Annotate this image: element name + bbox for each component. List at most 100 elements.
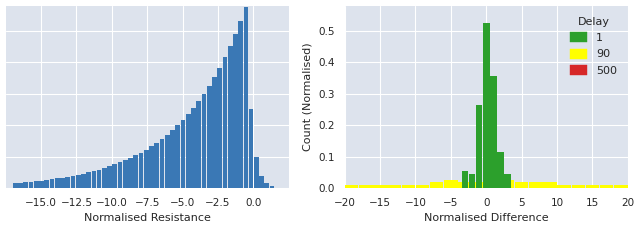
Bar: [468, 174, 476, 188]
Legend: 1, 90, 500: 1, 90, 500: [564, 11, 622, 81]
Bar: [416, 185, 429, 188]
Bar: [497, 152, 504, 188]
Bar: [401, 185, 415, 188]
Bar: [238, 21, 243, 188]
Bar: [97, 169, 102, 188]
Bar: [154, 143, 159, 188]
Bar: [34, 181, 38, 188]
Bar: [233, 34, 238, 188]
Bar: [359, 185, 372, 188]
Bar: [18, 183, 23, 188]
Bar: [65, 177, 70, 188]
Bar: [586, 185, 599, 188]
Bar: [55, 178, 60, 188]
Bar: [557, 185, 571, 188]
Bar: [207, 86, 212, 188]
Bar: [430, 185, 444, 188]
Bar: [476, 105, 483, 188]
Bar: [244, 7, 248, 188]
Bar: [600, 185, 613, 188]
Bar: [572, 185, 585, 188]
Bar: [543, 182, 557, 188]
Bar: [228, 46, 232, 188]
Bar: [490, 76, 497, 188]
Bar: [149, 146, 154, 188]
Bar: [458, 183, 472, 188]
Bar: [191, 108, 196, 188]
Bar: [600, 185, 613, 188]
Bar: [373, 185, 387, 188]
Bar: [345, 185, 358, 188]
Bar: [387, 185, 401, 188]
Bar: [472, 183, 486, 188]
Bar: [123, 160, 128, 188]
Bar: [572, 185, 585, 188]
Bar: [223, 57, 227, 188]
Bar: [24, 182, 28, 188]
Bar: [416, 185, 429, 188]
Bar: [218, 68, 222, 188]
Bar: [557, 185, 571, 188]
Bar: [186, 114, 191, 188]
Bar: [387, 185, 401, 188]
Bar: [345, 185, 358, 188]
Bar: [458, 182, 472, 188]
Bar: [430, 182, 444, 188]
Bar: [500, 183, 514, 188]
Bar: [60, 178, 65, 188]
Bar: [139, 153, 143, 188]
X-axis label: Normalised Resistance: Normalised Resistance: [84, 213, 211, 224]
Bar: [44, 180, 49, 188]
Bar: [529, 182, 543, 188]
Bar: [165, 135, 170, 188]
Bar: [108, 166, 112, 188]
Bar: [144, 150, 148, 188]
Bar: [486, 183, 500, 188]
Bar: [81, 174, 86, 188]
Bar: [86, 172, 91, 188]
Bar: [13, 183, 18, 188]
Bar: [483, 23, 490, 188]
Bar: [359, 185, 372, 188]
Bar: [76, 175, 81, 188]
Bar: [614, 185, 628, 188]
Bar: [515, 185, 529, 188]
Bar: [373, 185, 387, 188]
Bar: [269, 186, 275, 188]
Bar: [134, 155, 138, 188]
Bar: [29, 182, 33, 188]
Bar: [401, 185, 415, 188]
Bar: [212, 77, 217, 188]
Bar: [39, 180, 44, 188]
Bar: [70, 176, 76, 188]
Bar: [264, 183, 269, 188]
Bar: [259, 176, 264, 188]
Bar: [102, 168, 107, 188]
Bar: [486, 182, 500, 188]
Bar: [202, 94, 206, 188]
Y-axis label: Count (Normalised): Count (Normalised): [303, 43, 313, 151]
Bar: [515, 182, 529, 188]
Bar: [543, 185, 557, 188]
Bar: [196, 101, 201, 188]
Bar: [444, 180, 458, 188]
Bar: [504, 174, 511, 188]
Bar: [529, 185, 543, 188]
Bar: [128, 158, 133, 188]
Bar: [159, 139, 164, 188]
Bar: [92, 171, 96, 188]
Bar: [170, 130, 175, 188]
Bar: [586, 185, 599, 188]
Bar: [113, 164, 117, 188]
Bar: [249, 109, 253, 188]
Bar: [49, 179, 54, 188]
Bar: [444, 183, 458, 188]
Bar: [180, 120, 186, 188]
Bar: [500, 180, 514, 188]
Bar: [614, 185, 628, 188]
Bar: [472, 182, 486, 188]
Bar: [175, 125, 180, 188]
Bar: [118, 162, 122, 188]
X-axis label: Normalised Difference: Normalised Difference: [424, 213, 548, 224]
Bar: [254, 157, 259, 188]
